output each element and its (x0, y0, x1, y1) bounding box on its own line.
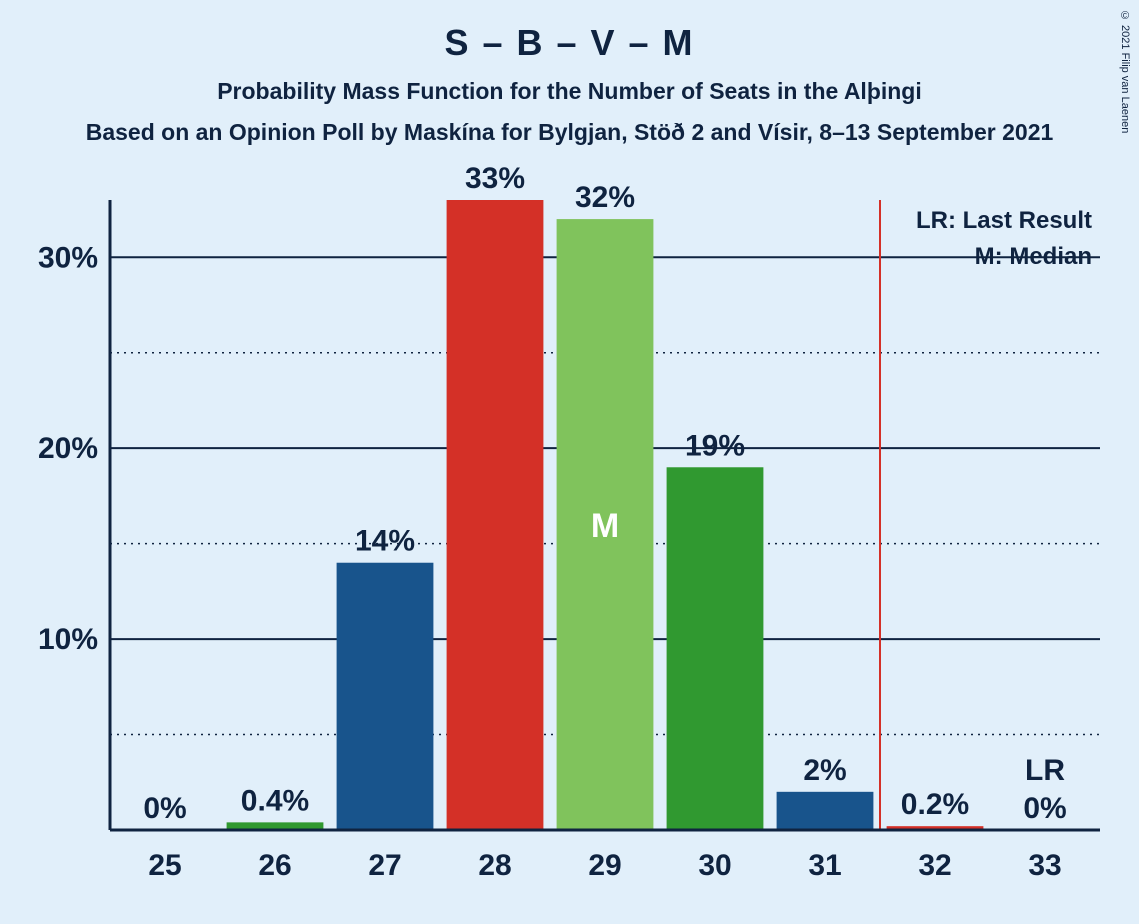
x-tick-label: 30 (698, 849, 731, 882)
x-tick-label: 26 (258, 849, 291, 882)
y-tick-label: 20% (38, 432, 98, 465)
bar (777, 792, 874, 830)
x-tick-label: 28 (478, 849, 511, 882)
bar-value-label: 14% (355, 525, 415, 558)
x-tick-label: 31 (808, 849, 841, 882)
bar-value-label: 0% (1023, 792, 1066, 825)
x-tick-label: 32 (918, 849, 951, 882)
legend-m: M: Median (975, 243, 1092, 270)
y-tick-label: 10% (38, 623, 98, 656)
bar-value-label: 2% (803, 754, 846, 787)
bar-value-label: 0% (143, 792, 186, 825)
x-tick-label: 33 (1028, 849, 1061, 882)
x-tick-label: 25 (148, 849, 181, 882)
bar (337, 563, 434, 830)
y-tick-label: 30% (38, 241, 98, 274)
bar-value-label: 0.4% (241, 784, 309, 817)
bar (667, 467, 764, 830)
pmf-bar-chart: 10% 20% 30% 0% 25 0.4% 26 14% 27 33% 28 32% 29 M 19% 30… (0, 0, 1139, 924)
bar-value-label: 32% (575, 181, 635, 214)
x-tick-label: 27 (368, 849, 401, 882)
bar-value-label: 0.2% (901, 788, 969, 821)
legend-lr: LR: Last Result (916, 207, 1092, 234)
x-tick-label: 29 (588, 849, 621, 882)
median-marker: M (591, 507, 619, 545)
bar-value-label: 19% (685, 429, 745, 462)
bar-value-label: 33% (465, 162, 525, 195)
lr-marker: LR (1025, 754, 1065, 787)
bar (447, 200, 544, 830)
